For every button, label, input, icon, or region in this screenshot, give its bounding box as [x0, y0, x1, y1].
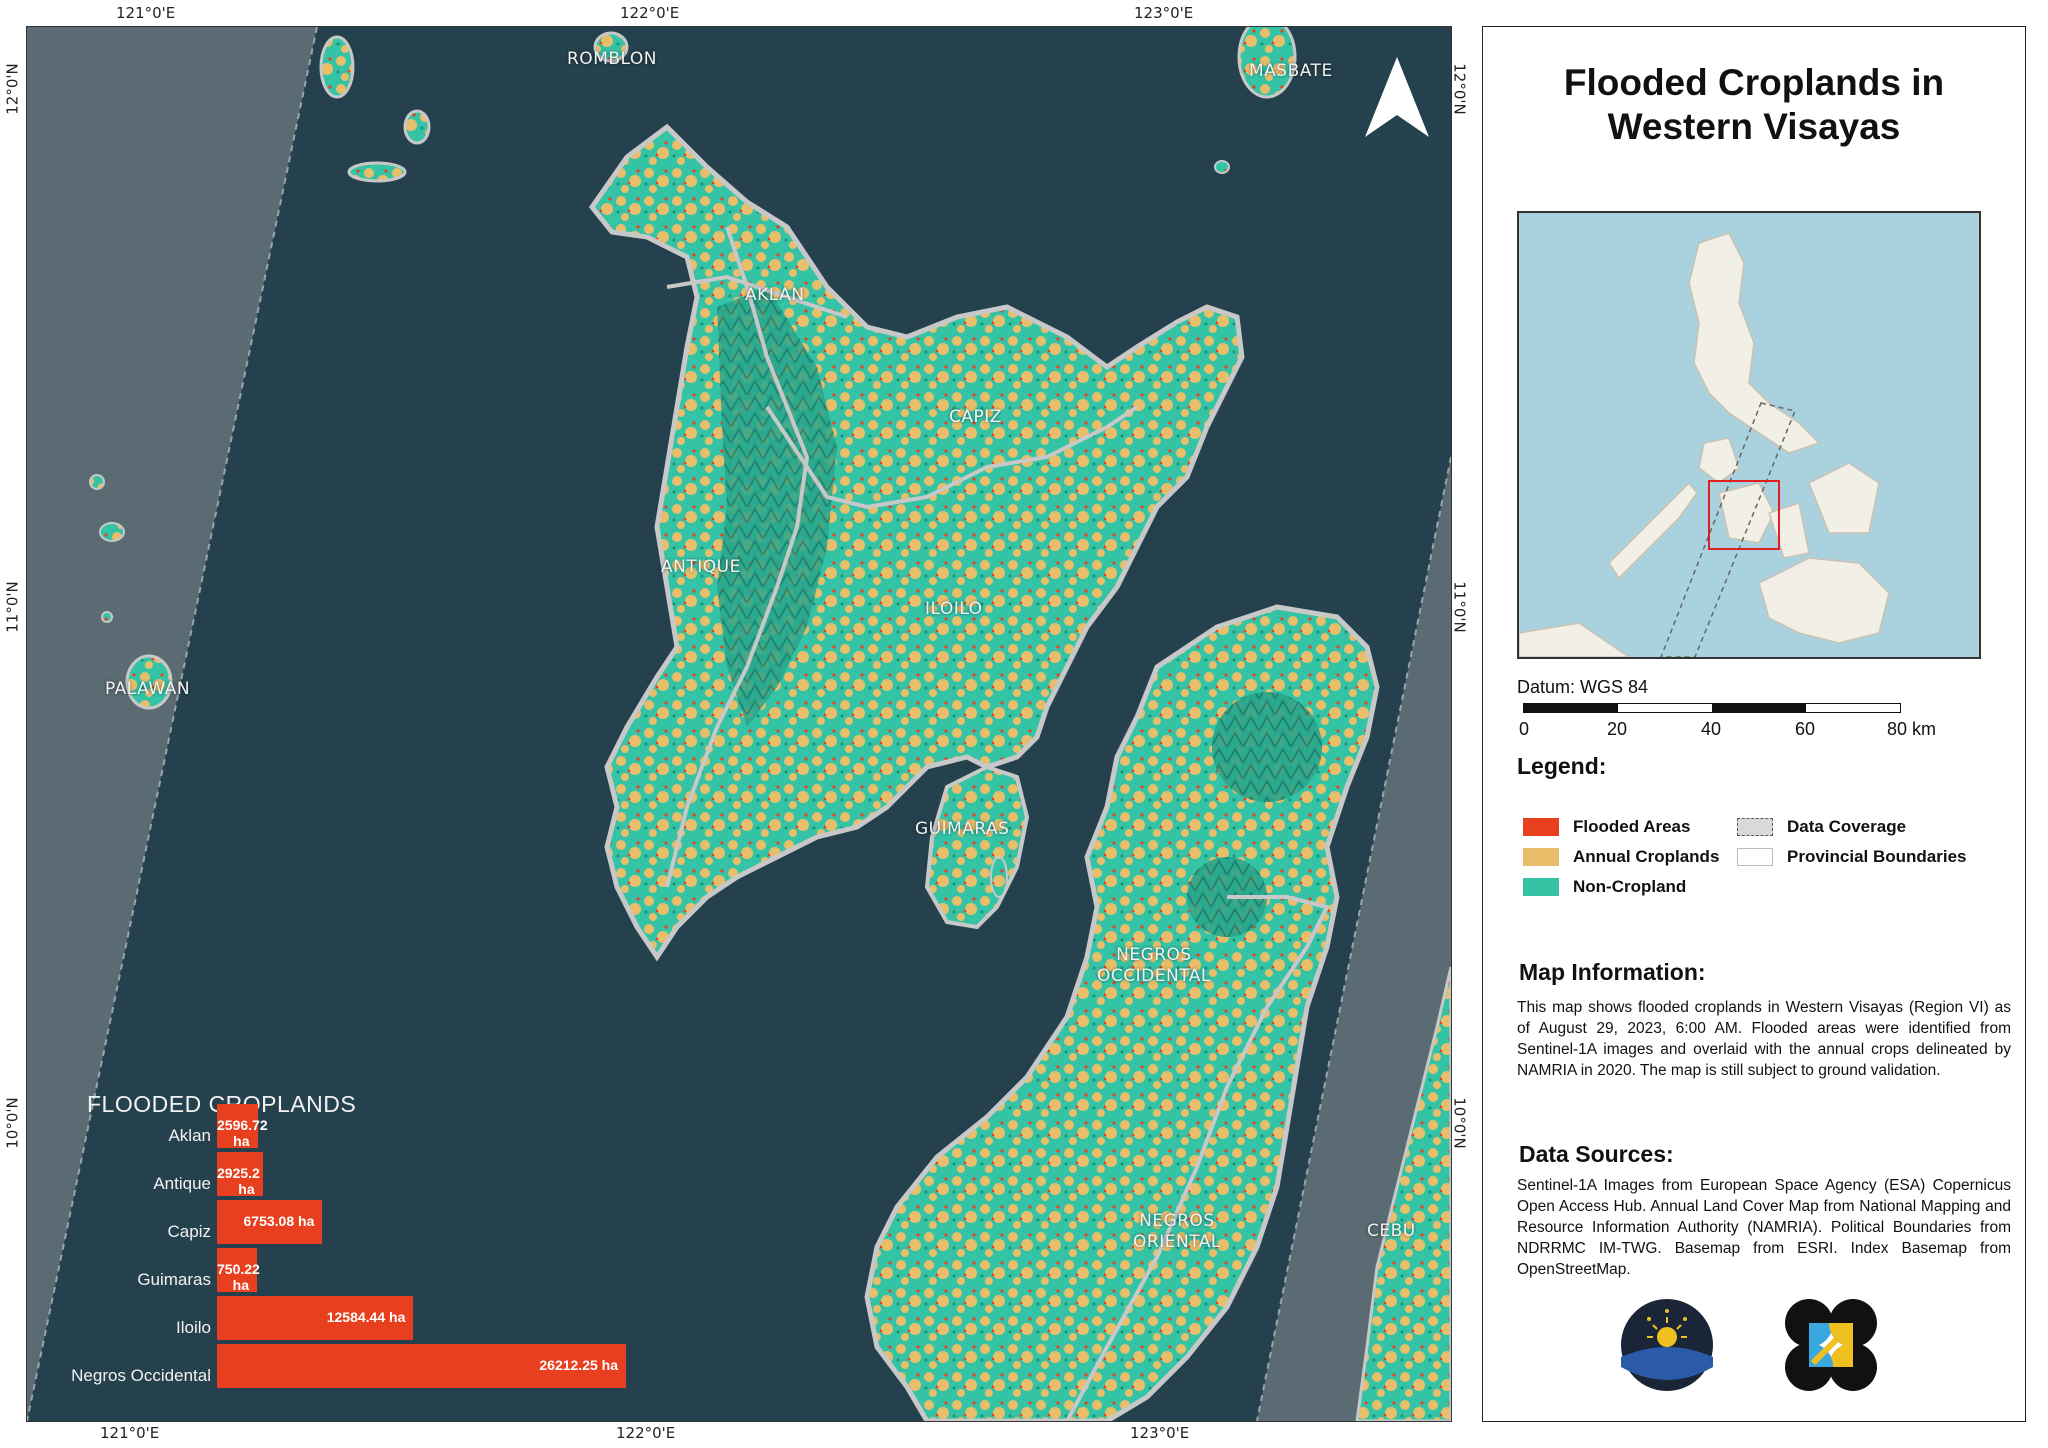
- legend-data-coverage: Data Coverage: [1737, 817, 1906, 837]
- panel-title: Flooded Croplands in Western Visayas: [1563, 62, 1945, 147]
- label-guimaras: GUIMARAS: [915, 819, 1010, 839]
- label-masbate: MASBATE: [1249, 61, 1333, 81]
- map-canvas: [27, 27, 1451, 1421]
- coord-bottom-121: 121°0'E: [100, 1424, 160, 1442]
- legend-annual-croplands: Annual Croplands: [1523, 847, 1719, 867]
- coord-top-123: 123°0'E: [1134, 4, 1194, 22]
- scale-bar: [1523, 703, 1901, 713]
- project-logo: [1783, 1297, 1879, 1393]
- main-map[interactable]: ROMBLON MASBATE AKLAN CAPIZ ANTIQUE ILOI…: [26, 26, 1452, 1422]
- chart-title: FLOODED CROPLANDS: [87, 1091, 357, 1117]
- map-info-text: This map shows flooded croplands in West…: [1517, 999, 2011, 1079]
- legend-heading: Legend:: [1517, 753, 1607, 779]
- index-map[interactable]: [1517, 211, 1981, 659]
- label-cebu: CEBU: [1367, 1221, 1416, 1241]
- coord-bottom-122: 122°0'E: [616, 1424, 676, 1442]
- map-info-heading: Map Information:: [1519, 959, 1706, 985]
- label-aklan: AKLAN: [745, 285, 805, 305]
- coord-top-121: 121°0'E: [116, 4, 176, 22]
- data-sources-heading: Data Sources:: [1519, 1141, 1674, 1167]
- scale-label-80: 80 km: [1887, 719, 1937, 739]
- label-capiz: CAPIZ: [949, 407, 1002, 427]
- label-iloilo: ILOILO: [925, 599, 983, 619]
- agency-seal-logo: [1619, 1297, 1715, 1393]
- info-panel: Flooded Croplands in Western Visayas Dat: [1482, 26, 2026, 1422]
- coord-left-11: 11°0'N: [3, 581, 22, 633]
- coord-right-10: 10°0'N: [1450, 1097, 1469, 1149]
- guimaras-island: [924, 764, 1030, 930]
- coord-left-12: 12°0'N: [3, 63, 22, 115]
- label-antique: ANTIQUE: [661, 557, 741, 577]
- coord-right-11: 11°0'N: [1450, 581, 1469, 633]
- negros-island: [864, 604, 1380, 1421]
- coord-bottom-123: 123°0'E: [1130, 1424, 1190, 1442]
- legend-swatch-noncrop: [1523, 878, 1559, 896]
- scale-label-60: 60: [1795, 719, 1816, 739]
- coord-top-122: 122°0'E: [620, 4, 680, 22]
- index-map-canvas: [1519, 213, 1979, 657]
- legend-flooded-areas: Flooded Areas: [1523, 817, 1690, 837]
- scale-label-40: 40: [1701, 719, 1722, 739]
- data-sources-text: Sentinel-1A Images from European Space A…: [1517, 1177, 2011, 1278]
- cebu-island: [1355, 966, 1451, 1421]
- legend-swatch-croplands: [1523, 848, 1559, 866]
- label-palawan: PALAWAN: [105, 679, 191, 699]
- legend-swatch-boundaries: [1737, 848, 1773, 866]
- scale-label-20: 20: [1607, 719, 1628, 739]
- legend-non-cropland: Non-Cropland: [1523, 877, 1686, 897]
- label-romblon: ROMBLON: [567, 49, 657, 69]
- coord-right-12: 12°0'N: [1450, 63, 1469, 115]
- scale-label-0: 0: [1519, 719, 1530, 739]
- datum-text: Datum: WGS 84: [1517, 677, 1649, 697]
- label-negros-oriental: NEGROS ORIENTAL: [1133, 1211, 1221, 1252]
- legend-swatch-coverage: [1737, 818, 1773, 836]
- coord-left-10: 10°0'N: [3, 1097, 22, 1149]
- legend-swatch-flooded: [1523, 818, 1559, 836]
- north-arrow-icon: [1365, 57, 1429, 137]
- legend-provincial-boundaries: Provincial Boundaries: [1737, 847, 1967, 867]
- label-negros-occidental: NEGROS OCCIDENTAL: [1097, 945, 1211, 986]
